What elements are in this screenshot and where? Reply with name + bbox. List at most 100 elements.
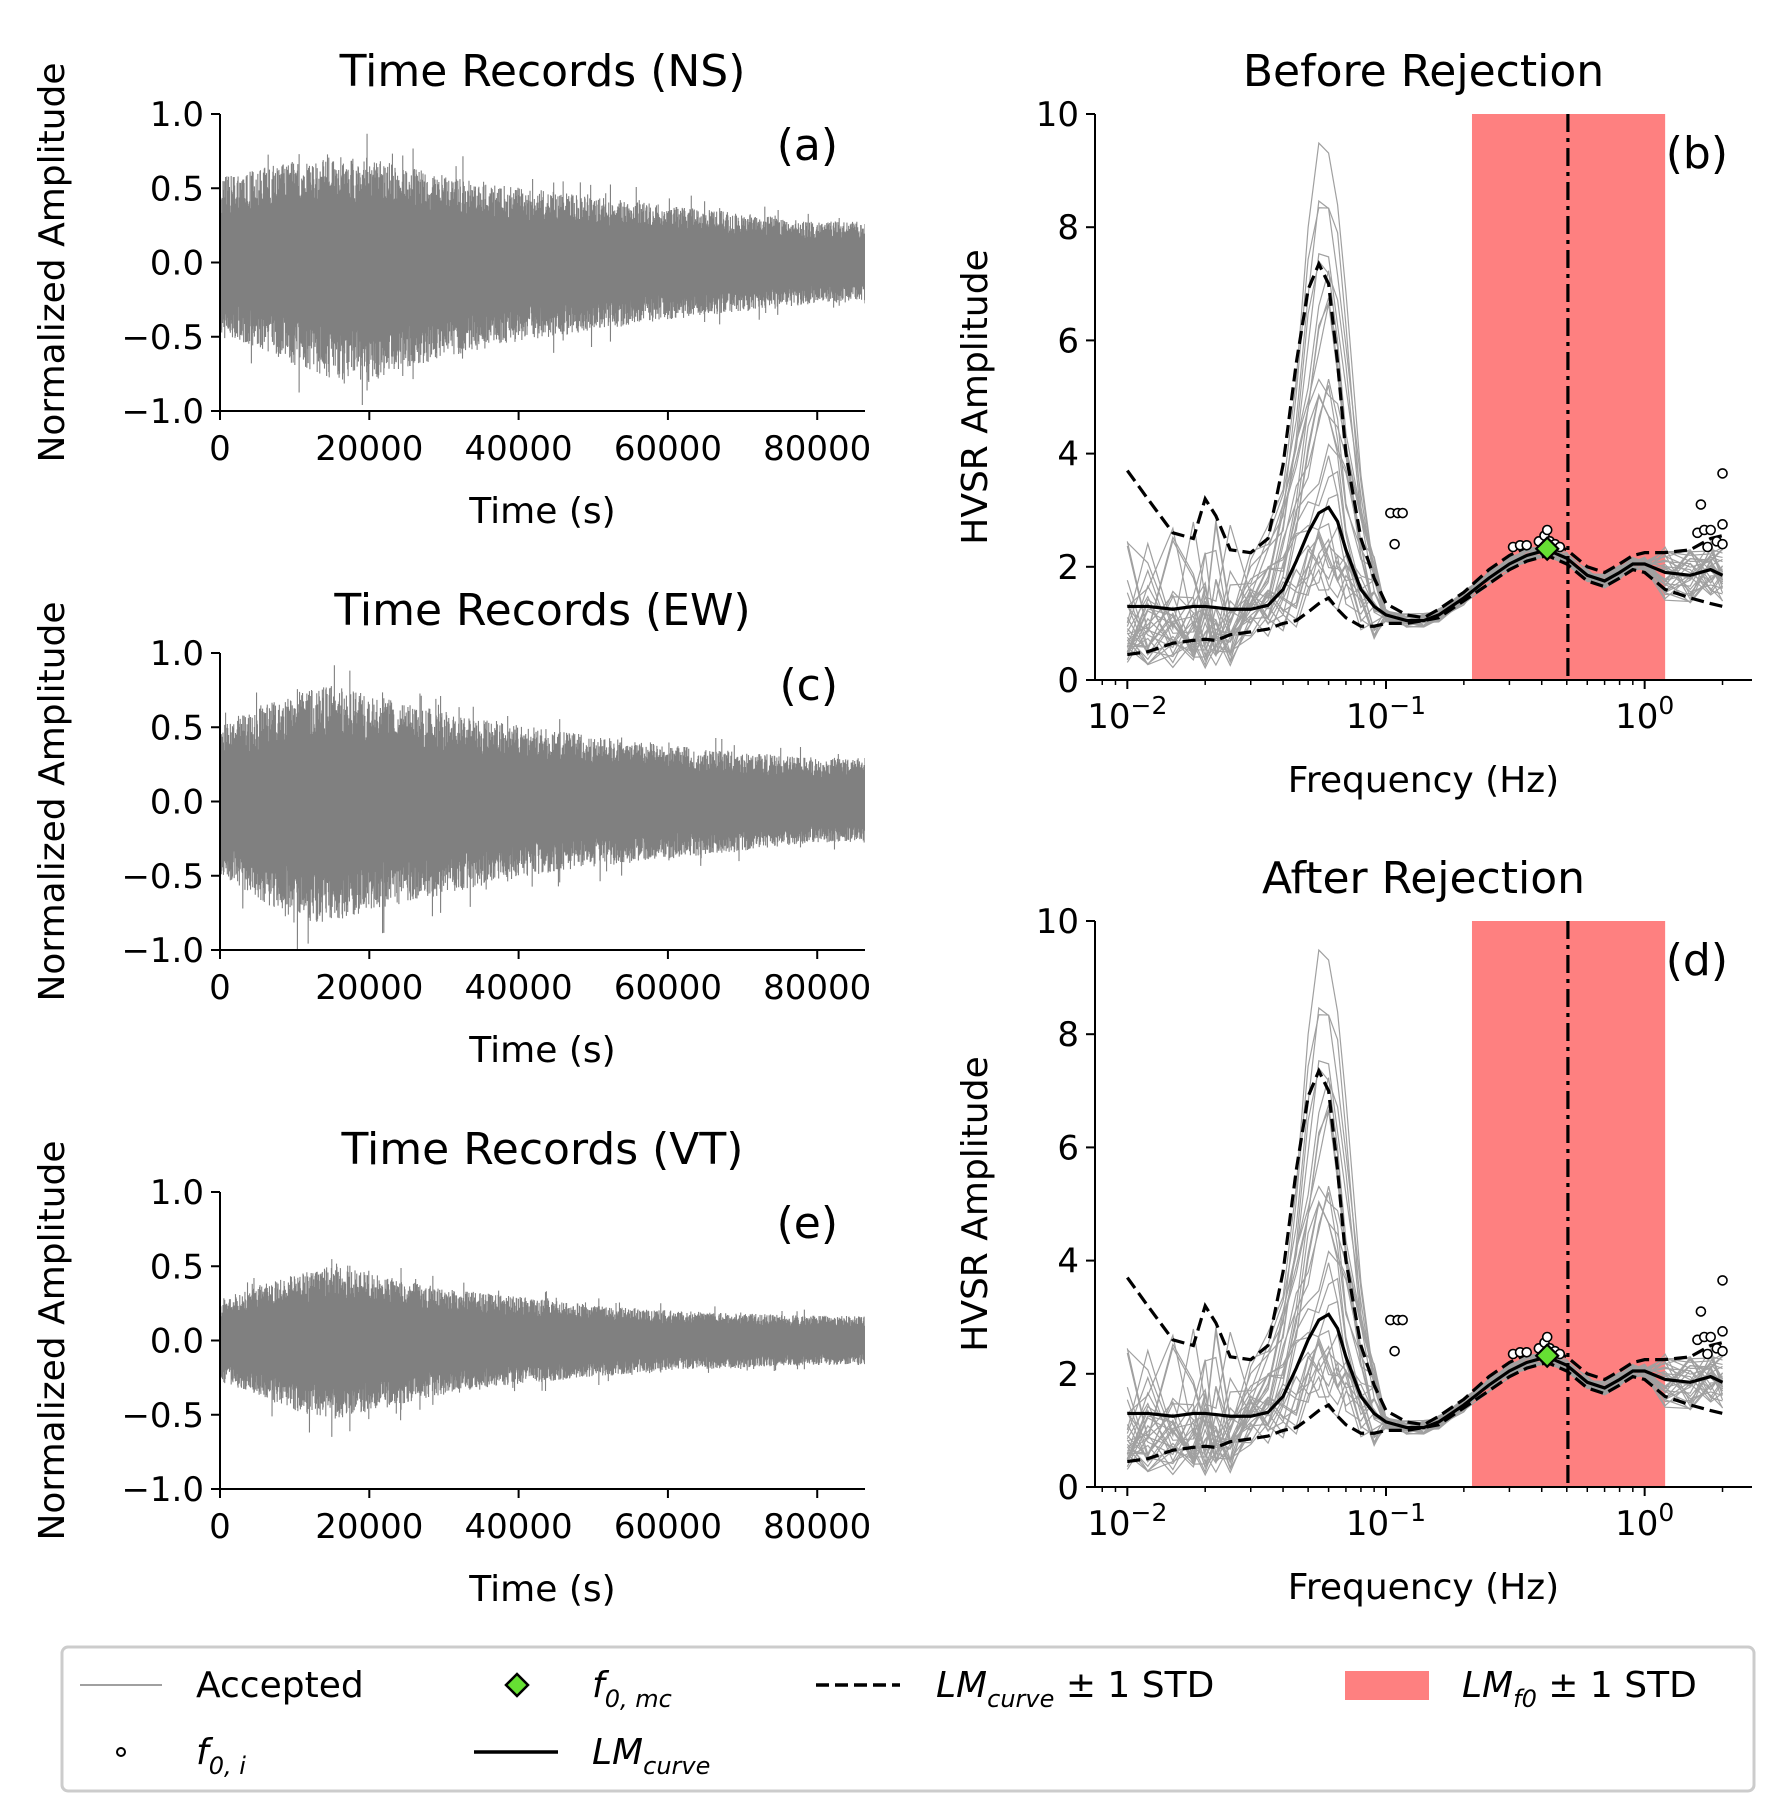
- y-tick-label: 6: [1057, 1128, 1079, 1168]
- y-tick-label: 0.5: [150, 169, 204, 209]
- f0-i-marker: [1705, 524, 1716, 536]
- panel-e-plot-area: [220, 1259, 865, 1437]
- lm-curve-b: [1127, 505, 1724, 623]
- legend-f0i-marker: [116, 1747, 126, 1757]
- y-tick-label: 4: [1057, 435, 1079, 475]
- y-tick-label: 0.0: [150, 783, 204, 823]
- y-tick-label: −0.5: [121, 1396, 204, 1436]
- y-axis-label-e: Normalized Amplitude: [32, 1140, 73, 1540]
- x-tick-label: 20000: [315, 429, 423, 469]
- f0-i-marker: [1717, 538, 1728, 550]
- legend: Accepted f0, i f0, mc LMcurve LMcurve ± …: [60, 1645, 1756, 1793]
- y-tick-label: 1.0: [150, 95, 204, 135]
- f0-i-marker: [1695, 1306, 1707, 1317]
- lm-curve-minus-std-b: [1127, 553, 1723, 657]
- lm-curve-plus-std-b: [1126, 260, 1723, 620]
- time-trace-e: [220, 1259, 865, 1437]
- y-tick-label: −0.5: [121, 318, 204, 358]
- x-tick-label: 80000: [763, 1507, 871, 1547]
- panel-title-e: Time Records (VT): [341, 1124, 744, 1175]
- y-axis-label-b: HVSR Amplitude: [955, 249, 996, 545]
- legend-lmf0-std-label: LMf0 ± 1 STD: [1462, 1665, 1697, 1713]
- panel-tag-a: (a): [777, 120, 838, 171]
- panel-tag-e: (e): [777, 1198, 838, 1249]
- f0-i-marker: [1717, 1326, 1728, 1337]
- y-axis-label-c: Normalized Amplitude: [32, 601, 73, 1001]
- x-tick-label: 60000: [614, 1507, 722, 1547]
- f0-i-marker: [1521, 1346, 1533, 1358]
- legend-lmcurve-std-label: LMcurve ± 1 STD: [936, 1665, 1214, 1713]
- y-tick-label: 1.0: [150, 1173, 204, 1213]
- accepted-curve: [1126, 1352, 1724, 1463]
- f0-i-marker: [1695, 499, 1707, 510]
- f0-mc-marker-b: [1534, 536, 1560, 562]
- x-tick-label: 20000: [315, 968, 423, 1008]
- x-tick-label: 10−2: [1087, 691, 1167, 737]
- panel-a: 1.0 0.5 0.0 −0.5 −1.00 20000 40000 60000 80000 Ti…: [32, 46, 871, 532]
- y-tick-label: 8: [1057, 208, 1079, 248]
- legend-f0i-label: f0, i: [196, 1732, 246, 1780]
- y-tick-label: 1.0: [150, 634, 204, 674]
- legend-accepted-label: Accepted: [196, 1665, 364, 1706]
- panel-b-plot-area: [1126, 114, 1728, 680]
- panel-e: 1.0 0.5 0.0 −0.5 −1.00 20000 40000 60000 80000 Ti…: [32, 1124, 871, 1610]
- x-tick-label: 100: [1615, 691, 1674, 737]
- y-axis-label-d: HVSR Amplitude: [955, 1056, 996, 1352]
- y-tick-label: 0: [1057, 1468, 1079, 1508]
- y-tick-label: 4: [1057, 1242, 1079, 1282]
- y-axis-label-a: Normalized Amplitude: [32, 62, 73, 462]
- y-tick-label: 10: [1036, 95, 1079, 135]
- panel-a-plot-area: [220, 133, 865, 406]
- f0-i-marker: [1389, 1345, 1400, 1357]
- f0-i-marker: [1717, 519, 1728, 530]
- x-tick-label: 20000: [315, 1507, 423, 1547]
- accepted-curve: [1127, 1331, 1724, 1470]
- f0-i-marker: [1397, 1314, 1408, 1326]
- y-tick-label: 0.0: [150, 244, 204, 284]
- f0-i-marker: [1717, 1345, 1728, 1357]
- panels: 1.00.50.0−0.5−1.00 20000 40000 60000 80000Ti…: [32, 46, 1752, 1610]
- x-tick-label: 0: [209, 429, 231, 469]
- panel-title-a: Time Records (NS): [339, 46, 746, 97]
- f0-i-marker: [1717, 1275, 1728, 1286]
- panel-tag-c: (c): [779, 660, 838, 711]
- panel-d-plot-area: [1126, 921, 1728, 1487]
- x-tick-label: 10−1: [1346, 1498, 1426, 1544]
- y-tick-label: 8: [1057, 1015, 1079, 1055]
- accepted-curve: [1127, 524, 1724, 663]
- x-tick-label: 0: [209, 968, 231, 1008]
- panel-c-plot-area: [220, 665, 865, 950]
- panel-title-b: Before Rejection: [1243, 46, 1604, 97]
- legend-f0mc-marker: [504, 1672, 530, 1698]
- y-tick-label: 0: [1057, 661, 1079, 701]
- legend-f0mc-label: f0, mc: [592, 1665, 672, 1713]
- x-axis-label-a: Time (s): [468, 491, 615, 532]
- y-tick-label: 2: [1057, 1355, 1079, 1395]
- y-tick-label: 10: [1036, 902, 1079, 942]
- y-tick-label: 0.5: [150, 708, 204, 748]
- y-tick-label: −1.0: [121, 1470, 204, 1510]
- y-tick-label: 0.0: [150, 1322, 204, 1362]
- y-tick-label: −0.5: [121, 857, 204, 897]
- f0-i-marker: [1541, 1331, 1553, 1343]
- panel-title-d: After Rejection: [1262, 853, 1585, 904]
- x-axis-label-b: Frequency (Hz): [1288, 760, 1559, 801]
- y-tick-label: −1.0: [121, 931, 204, 971]
- f0-i-marker: [1521, 539, 1533, 551]
- panel-title-c: Time Records (EW): [333, 585, 750, 636]
- panel-d: 0 2 4 6 8 10 10−2 10−1 100 After Rejection Frequen…: [955, 853, 1752, 1608]
- lm-curve-plus-std-d: [1126, 1067, 1723, 1427]
- x-tick-label: 40000: [465, 1507, 573, 1547]
- x-tick-label: 10−2: [1087, 1498, 1167, 1544]
- x-tick-label: 80000: [763, 429, 871, 469]
- x-tick-label: 40000: [465, 968, 573, 1008]
- lm-curve-minus-std-d: [1127, 1360, 1723, 1464]
- f0-i-marker: [1705, 1331, 1716, 1343]
- accepted-curve: [1126, 948, 1723, 1477]
- panel-tag-b: (b): [1666, 128, 1728, 179]
- x-tick-label: 100: [1615, 1498, 1674, 1544]
- panel-b: 0 2 4 6 8 10 10−2 10−1 100 Before Rejection Freque…: [955, 46, 1752, 801]
- f0-mc-marker-d: [1534, 1343, 1560, 1369]
- legend-frame: [60, 1645, 1756, 1793]
